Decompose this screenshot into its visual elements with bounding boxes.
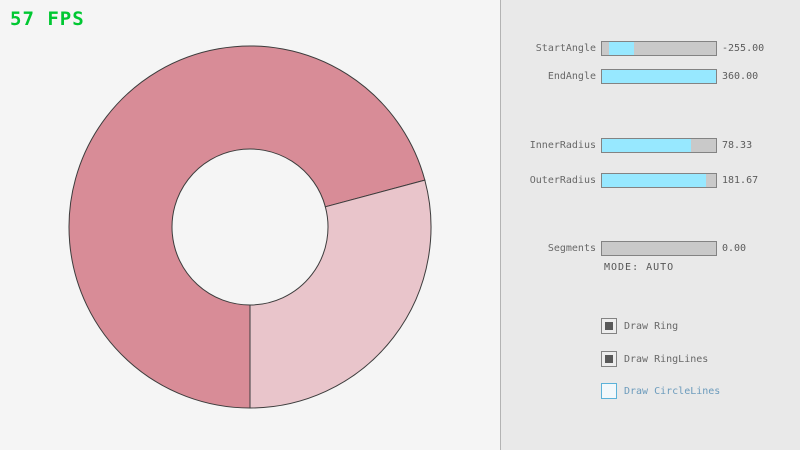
slider-row-innerradius: InnerRadius 78.33: [501, 138, 800, 153]
checkbox-unchecked-icon[interactable]: [601, 383, 617, 399]
slider-value: 360.00: [722, 71, 759, 82]
slider-value: 0.00: [722, 243, 747, 254]
slider-track[interactable]: [601, 69, 717, 84]
canvas-area: 57 FPS: [10, 8, 432, 409]
slider-row-startangle: StartAngle -255.00: [501, 41, 800, 56]
control-panel: StartAngle -255.00 EndAngle 360.00 InnerRadi…: [500, 0, 800, 450]
checkbox-label: Draw CircleLines: [624, 385, 721, 397]
checkbox-label: Draw RingLines: [624, 353, 709, 365]
slider-track[interactable]: [601, 138, 717, 153]
checkbox-checked-icon[interactable]: [601, 351, 617, 367]
slider-track[interactable]: [601, 241, 717, 256]
checkbox-row-draw-ringlines[interactable]: Draw RingLines: [601, 351, 708, 367]
slider-fill: [602, 70, 716, 83]
slider-label: InnerRadius: [529, 140, 596, 151]
fps-counter: 57 FPS: [10, 8, 85, 30]
slider-row-endangle: EndAngle 360.00: [501, 69, 800, 84]
slider-label: StartAngle: [535, 43, 596, 54]
slider-value: -255.00: [722, 43, 765, 54]
slider-value: 78.33: [722, 140, 753, 151]
slider-label: OuterRadius: [529, 175, 596, 186]
slider-track[interactable]: [601, 41, 717, 56]
checkbox-row-draw-ring[interactable]: Draw Ring: [601, 318, 678, 334]
slider-label: Segments: [547, 243, 596, 254]
slider-value: 181.67: [722, 175, 759, 186]
slider-fill: [602, 174, 706, 187]
slider-label: EndAngle: [547, 71, 596, 82]
ring-segment-overlap: [249, 179, 432, 409]
donut-ring-chart: [68, 45, 432, 409]
slider-track[interactable]: [601, 173, 717, 188]
slider-fill: [602, 139, 691, 152]
checkbox-checked-icon[interactable]: [601, 318, 617, 334]
slider-row-segments: Segments 0.00: [501, 241, 800, 256]
ring-segment-main: [68, 45, 426, 409]
checkbox-label: Draw Ring: [624, 320, 679, 332]
checkbox-row-draw-circlelines[interactable]: Draw CircleLines: [601, 383, 720, 399]
slider-fill: [608, 42, 634, 55]
slider-row-outerradius: OuterRadius 181.67: [501, 173, 800, 188]
mode-label: MODE: AUTO: [604, 262, 675, 273]
